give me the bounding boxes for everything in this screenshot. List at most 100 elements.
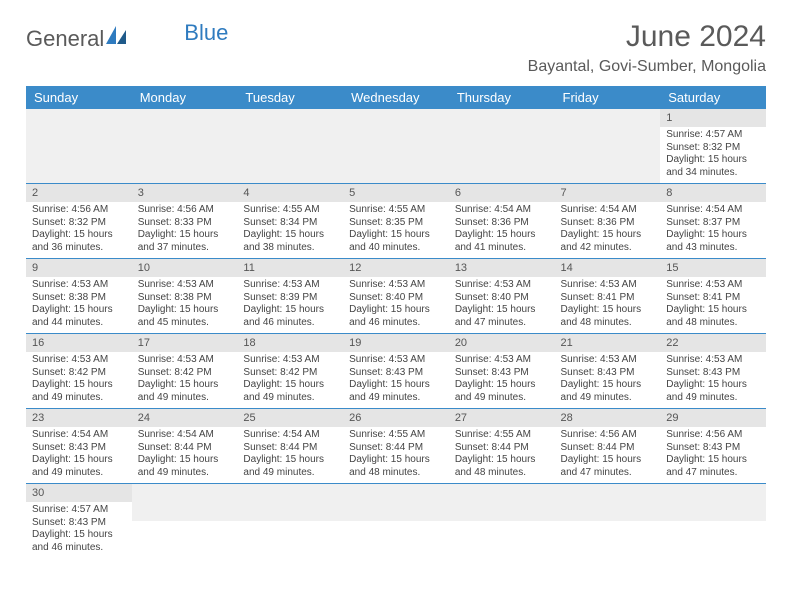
day-details: Sunrise: 4:55 AMSunset: 8:44 PMDaylight:… — [343, 427, 449, 483]
calendar-day-cell: 7Sunrise: 4:54 AMSunset: 8:36 PMDaylight… — [555, 184, 661, 259]
day-detail-line: Daylight: 15 hours — [32, 454, 126, 467]
day-detail-line: Sunset: 8:43 PM — [32, 442, 126, 455]
day-number: 19 — [343, 334, 449, 352]
day-detail-line: Sunrise: 4:55 AM — [455, 429, 549, 442]
calendar-day-cell: 8Sunrise: 4:54 AMSunset: 8:37 PMDaylight… — [660, 184, 766, 259]
day-detail-line: Daylight: 15 hours — [455, 454, 549, 467]
day-detail-line: and 49 minutes. — [138, 392, 232, 405]
day-detail-line: Sunset: 8:35 PM — [349, 217, 443, 230]
day-details: Sunrise: 4:53 AMSunset: 8:38 PMDaylight:… — [132, 277, 238, 333]
title-block: June 2024 Bayantal, Govi-Sumber, Mongoli… — [528, 20, 766, 76]
day-detail-line: Sunrise: 4:56 AM — [138, 204, 232, 217]
day-detail-line: and 48 minutes. — [666, 317, 760, 330]
day-number — [132, 484, 238, 502]
day-detail-line: Sunrise: 4:53 AM — [561, 279, 655, 292]
day-detail-line: Daylight: 15 hours — [561, 454, 655, 467]
day-detail-line: Sunrise: 4:53 AM — [455, 279, 549, 292]
day-detail-line: Sunset: 8:44 PM — [561, 442, 655, 455]
day-detail-line: Sunset: 8:40 PM — [349, 292, 443, 305]
day-detail-line: Sunrise: 4:53 AM — [243, 354, 337, 367]
day-detail-line: Sunrise: 4:53 AM — [455, 354, 549, 367]
day-detail-line: Daylight: 15 hours — [349, 379, 443, 392]
day-detail-line: Sunrise: 4:55 AM — [349, 204, 443, 217]
day-detail-line: Sunrise: 4:53 AM — [349, 354, 443, 367]
calendar-day-cell: 30Sunrise: 4:57 AMSunset: 8:43 PMDayligh… — [26, 484, 132, 559]
day-detail-line: Sunrise: 4:53 AM — [32, 354, 126, 367]
day-detail-line: and 34 minutes. — [666, 167, 760, 180]
day-detail-line: Sunrise: 4:57 AM — [32, 504, 126, 517]
day-number: 9 — [26, 259, 132, 277]
day-number: 12 — [343, 259, 449, 277]
day-details: Sunrise: 4:53 AMSunset: 8:41 PMDaylight:… — [660, 277, 766, 333]
calendar-day-cell: 10Sunrise: 4:53 AMSunset: 8:38 PMDayligh… — [132, 259, 238, 334]
day-detail-line: Daylight: 15 hours — [32, 379, 126, 392]
day-detail-line: Sunset: 8:43 PM — [349, 367, 443, 380]
calendar-table: SundayMondayTuesdayWednesdayThursdayFrid… — [26, 86, 766, 558]
day-detail-line: Daylight: 15 hours — [138, 379, 232, 392]
day-details: Sunrise: 4:53 AMSunset: 8:43 PMDaylight:… — [660, 352, 766, 408]
day-number — [237, 109, 343, 127]
calendar-day-cell: 25Sunrise: 4:54 AMSunset: 8:44 PMDayligh… — [237, 409, 343, 484]
day-detail-line: Sunset: 8:41 PM — [561, 292, 655, 305]
day-details — [237, 127, 343, 146]
day-detail-line: Sunrise: 4:56 AM — [666, 429, 760, 442]
day-number — [237, 484, 343, 502]
calendar-day-cell: 11Sunrise: 4:53 AMSunset: 8:39 PMDayligh… — [237, 259, 343, 334]
day-details — [660, 502, 766, 521]
month-title: June 2024 — [528, 20, 766, 54]
day-number: 8 — [660, 184, 766, 202]
day-detail-line: and 45 minutes. — [138, 317, 232, 330]
day-detail-line: Daylight: 15 hours — [138, 229, 232, 242]
day-detail-line: and 46 minutes. — [349, 317, 443, 330]
day-detail-line: Daylight: 15 hours — [455, 304, 549, 317]
day-number: 13 — [449, 259, 555, 277]
day-detail-line: Sunset: 8:43 PM — [666, 367, 760, 380]
calendar-day-cell: 28Sunrise: 4:56 AMSunset: 8:44 PMDayligh… — [555, 409, 661, 484]
day-details: Sunrise: 4:53 AMSunset: 8:41 PMDaylight:… — [555, 277, 661, 333]
day-details: Sunrise: 4:55 AMSunset: 8:35 PMDaylight:… — [343, 202, 449, 258]
day-detail-line: Sunset: 8:44 PM — [138, 442, 232, 455]
day-detail-line: Sunset: 8:38 PM — [138, 292, 232, 305]
day-detail-line: Sunset: 8:44 PM — [243, 442, 337, 455]
day-detail-line: Daylight: 15 hours — [243, 304, 337, 317]
weekday-header: Tuesday — [237, 86, 343, 109]
day-detail-line: Sunset: 8:33 PM — [138, 217, 232, 230]
day-number — [449, 484, 555, 502]
day-detail-line: Sunrise: 4:54 AM — [243, 429, 337, 442]
day-detail-line: Sunset: 8:44 PM — [349, 442, 443, 455]
calendar-day-cell — [343, 484, 449, 559]
calendar-day-cell: 18Sunrise: 4:53 AMSunset: 8:42 PMDayligh… — [237, 334, 343, 409]
day-number: 2 — [26, 184, 132, 202]
calendar-day-cell — [26, 109, 132, 184]
calendar-weekday-header: SundayMondayTuesdayWednesdayThursdayFrid… — [26, 86, 766, 109]
calendar-day-cell: 3Sunrise: 4:56 AMSunset: 8:33 PMDaylight… — [132, 184, 238, 259]
calendar-day-cell: 2Sunrise: 4:56 AMSunset: 8:32 PMDaylight… — [26, 184, 132, 259]
day-detail-line: Sunrise: 4:53 AM — [243, 279, 337, 292]
day-detail-line: and 49 minutes. — [138, 467, 232, 480]
day-detail-line: and 37 minutes. — [138, 242, 232, 255]
calendar-week-row: 30Sunrise: 4:57 AMSunset: 8:43 PMDayligh… — [26, 484, 766, 559]
day-detail-line: Daylight: 15 hours — [666, 229, 760, 242]
day-detail-line: Sunrise: 4:53 AM — [138, 279, 232, 292]
day-number: 6 — [449, 184, 555, 202]
calendar-day-cell — [660, 484, 766, 559]
day-detail-line: Sunset: 8:34 PM — [243, 217, 337, 230]
day-number: 30 — [26, 484, 132, 502]
location-text: Bayantal, Govi-Sumber, Mongolia — [528, 58, 766, 76]
day-detail-line: Sunrise: 4:54 AM — [455, 204, 549, 217]
day-number: 28 — [555, 409, 661, 427]
day-detail-line: Sunset: 8:39 PM — [243, 292, 337, 305]
calendar-body: 1Sunrise: 4:57 AMSunset: 8:32 PMDaylight… — [26, 109, 766, 558]
day-number — [26, 109, 132, 127]
day-detail-line: Sunrise: 4:53 AM — [666, 354, 760, 367]
day-number — [449, 109, 555, 127]
day-detail-line: and 46 minutes. — [243, 317, 337, 330]
calendar-day-cell — [237, 484, 343, 559]
day-detail-line: and 42 minutes. — [561, 242, 655, 255]
day-detail-line: Sunset: 8:43 PM — [32, 517, 126, 530]
day-detail-line: and 47 minutes. — [561, 467, 655, 480]
calendar-day-cell: 20Sunrise: 4:53 AMSunset: 8:43 PMDayligh… — [449, 334, 555, 409]
calendar-day-cell — [343, 109, 449, 184]
calendar-week-row: 2Sunrise: 4:56 AMSunset: 8:32 PMDaylight… — [26, 184, 766, 259]
day-details: Sunrise: 4:55 AMSunset: 8:44 PMDaylight:… — [449, 427, 555, 483]
